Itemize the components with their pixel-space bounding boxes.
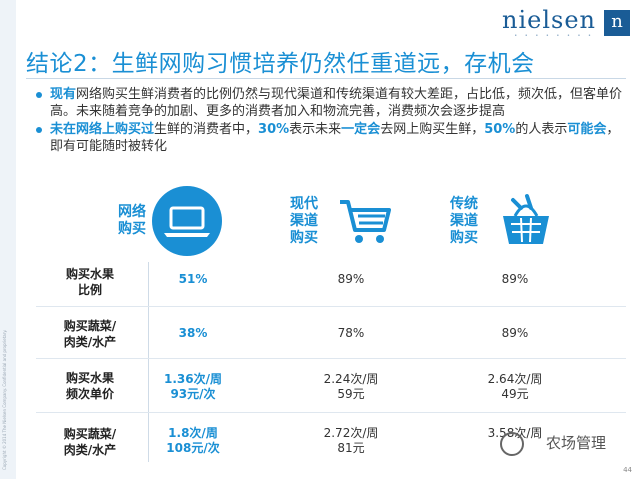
bullet-2: 未在网络上购买过生鲜的消费者中，30%表示未来一定会去网上购买生鲜，50%的人表… bbox=[36, 121, 626, 155]
cell-modern-veg-frequency-line1: 2.72次/周 bbox=[323, 426, 379, 440]
bullet-2-part-1: 生鲜的消费者中， bbox=[154, 122, 259, 137]
row-label-fruit-share: 购买水果 比例 bbox=[40, 266, 140, 298]
brand-mark: n bbox=[604, 10, 630, 36]
cell-online-veg-frequency-line1: 1.8次/周 bbox=[168, 426, 218, 440]
grid-line-h3 bbox=[36, 412, 626, 413]
bullet-2-part-8: 可能会 bbox=[567, 122, 607, 137]
bullet-2-part-6: 50% bbox=[484, 122, 516, 137]
column-header-online: 网络 购买 bbox=[110, 204, 154, 238]
cell-traditional-fruit-frequency: 2.64次/周 49元 bbox=[450, 372, 580, 402]
cell-traditional-fruit-frequency-line2: 49元 bbox=[501, 387, 529, 401]
modern-icon-circle bbox=[330, 186, 400, 256]
row-label-fruit-share-line2: 比例 bbox=[77, 283, 102, 297]
cell-online-fruit-share: 51% bbox=[178, 272, 208, 286]
watermark-text: 农场管理 bbox=[545, 434, 606, 452]
cell-online-veg-frequency-line2: 108元/次 bbox=[166, 441, 220, 455]
title-divider bbox=[26, 78, 626, 79]
row-label-fruit-frequency-line2: 频次单价 bbox=[65, 387, 114, 401]
row-label-fruit-frequency-line1: 购买水果 bbox=[65, 371, 114, 385]
column-header-modern-line2: 渠道 bbox=[290, 213, 318, 229]
bullet-2-part-3: 表示未来 bbox=[289, 122, 342, 137]
column-header-modern-line1: 现代 bbox=[290, 196, 318, 212]
cell-modern-veg-frequency: 2.72次/周 81元 bbox=[286, 426, 416, 456]
grid-line-h1 bbox=[36, 306, 626, 307]
bullet-2-part-4: 一定会 bbox=[341, 122, 381, 137]
grid-line-v1 bbox=[148, 262, 149, 462]
bullet-2-part-0: 未在网络上购买过 bbox=[50, 122, 155, 137]
cell-modern-fruit-frequency: 2.24次/周 59元 bbox=[286, 372, 416, 402]
bullet-2-part-5: 去网上购买生鲜， bbox=[380, 122, 485, 137]
row-label-veg-share: 购买蔬菜/ 肉类/水产 bbox=[40, 318, 140, 350]
cell-modern-veg-frequency-line2: 81元 bbox=[337, 441, 365, 455]
column-header-traditional: 传统 渠道 购买 bbox=[442, 196, 486, 247]
grid-line-h2 bbox=[36, 358, 626, 359]
cell-online-fruit-frequency-line2: 93元/次 bbox=[170, 387, 216, 401]
wechat-badge-icon bbox=[500, 432, 524, 456]
column-header-traditional-line3: 购买 bbox=[450, 230, 478, 246]
laptop-icon bbox=[164, 206, 210, 237]
brand-logo-text: nielsen bbox=[502, 6, 596, 34]
cell-online-veg-share: 38% bbox=[178, 326, 208, 340]
bullet-2-part-2: 30% bbox=[258, 122, 290, 137]
cell-online-fruit-frequency: 1.36次/周 93元/次 bbox=[128, 372, 258, 402]
traditional-icon-circle bbox=[491, 186, 561, 256]
copyright-vertical-text: Copyright © 2014 The Nielsen Company. Co… bbox=[2, 329, 7, 470]
bullet-1: 现有网络购买生鲜消费者的比例仍然与现代渠道和传统渠道有较大差距，占比低，频次低，… bbox=[36, 86, 626, 120]
column-header-traditional-line2: 渠道 bbox=[450, 213, 478, 229]
column-header-online-line2: 购买 bbox=[118, 221, 146, 237]
slide-title: 结论2：生鲜网购习惯培养仍然任重道远，存机会 bbox=[26, 51, 535, 77]
basket-icon bbox=[503, 194, 549, 244]
cell-traditional-fruit-frequency-line1: 2.64次/周 bbox=[487, 372, 543, 386]
row-label-fruit-frequency: 购买水果 频次单价 bbox=[40, 370, 140, 402]
column-header-online-line1: 网络 bbox=[118, 204, 146, 220]
brand-dots: • • • • • • • • bbox=[514, 33, 594, 39]
left-sidebar-strip bbox=[0, 0, 16, 479]
cell-modern-fruit-frequency-line2: 59元 bbox=[337, 387, 365, 401]
column-header-modern-line3: 购买 bbox=[290, 230, 318, 246]
row-label-veg-frequency-line2: 肉类/水产 bbox=[63, 443, 117, 457]
row-label-veg-share-line2: 肉类/水产 bbox=[63, 335, 117, 349]
row-label-veg-frequency-line1: 购买蔬菜/ bbox=[63, 427, 117, 441]
cell-modern-fruit-share: 89% bbox=[337, 272, 365, 286]
bullet-2-part-9: ，即有可能随时被转化 bbox=[50, 122, 620, 154]
row-label-veg-share-line1: 购买蔬菜/ bbox=[63, 319, 117, 333]
column-header-modern: 现代 渠道 购买 bbox=[282, 196, 326, 247]
bullet-list: 现有网络购买生鲜消费者的比例仍然与现代渠道和传统渠道有较大差距，占比低，频次低，… bbox=[36, 86, 626, 156]
cell-traditional-veg-share: 89% bbox=[501, 326, 529, 340]
cell-modern-fruit-frequency-line1: 2.24次/周 bbox=[323, 372, 379, 386]
cell-online-fruit-frequency-line1: 1.36次/周 bbox=[164, 372, 222, 386]
online-icon-circle bbox=[152, 186, 222, 256]
cell-online-veg-frequency: 1.8次/周 108元/次 bbox=[128, 426, 258, 456]
bullet-2-part-7: 的人表示 bbox=[515, 122, 568, 137]
row-label-fruit-share-line1: 购买水果 bbox=[65, 267, 114, 281]
page-number: 44 bbox=[623, 466, 632, 474]
column-header-traditional-line1: 传统 bbox=[450, 196, 478, 212]
row-label-veg-frequency: 购买蔬菜/ 肉类/水产 bbox=[40, 426, 140, 458]
cell-traditional-fruit-share: 89% bbox=[501, 272, 529, 286]
cell-modern-veg-share: 78% bbox=[337, 326, 365, 340]
bullet-1-part-0: 现有 bbox=[50, 87, 77, 102]
bullet-1-part-1: 网络购买生鲜消费者的比例仍然与现代渠道和传统渠道有较大差距，占比低，频次低，但客… bbox=[50, 87, 623, 119]
shopping-cart-icon bbox=[340, 200, 391, 243]
